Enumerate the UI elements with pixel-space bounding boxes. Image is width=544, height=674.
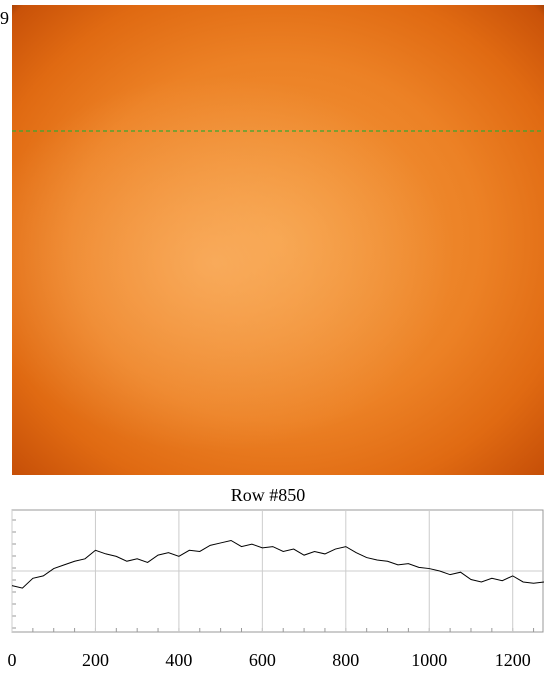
- image-corner: [484, 5, 544, 65]
- data-line: [11, 539, 544, 589]
- solar-image: [12, 5, 544, 475]
- x-tick-label: 200: [82, 650, 109, 670]
- x-tick-label: 1200: [495, 650, 531, 670]
- chart-title: Row #850: [231, 485, 306, 505]
- x-tick-label: 400: [165, 650, 192, 670]
- image-corner: [12, 5, 72, 65]
- corner-label: 9: [0, 8, 9, 28]
- x-tick-label: 1000: [411, 650, 447, 670]
- x-tick-label: 800: [332, 650, 359, 670]
- x-tick-label: 600: [249, 650, 276, 670]
- x-tick-label: 0: [8, 650, 17, 670]
